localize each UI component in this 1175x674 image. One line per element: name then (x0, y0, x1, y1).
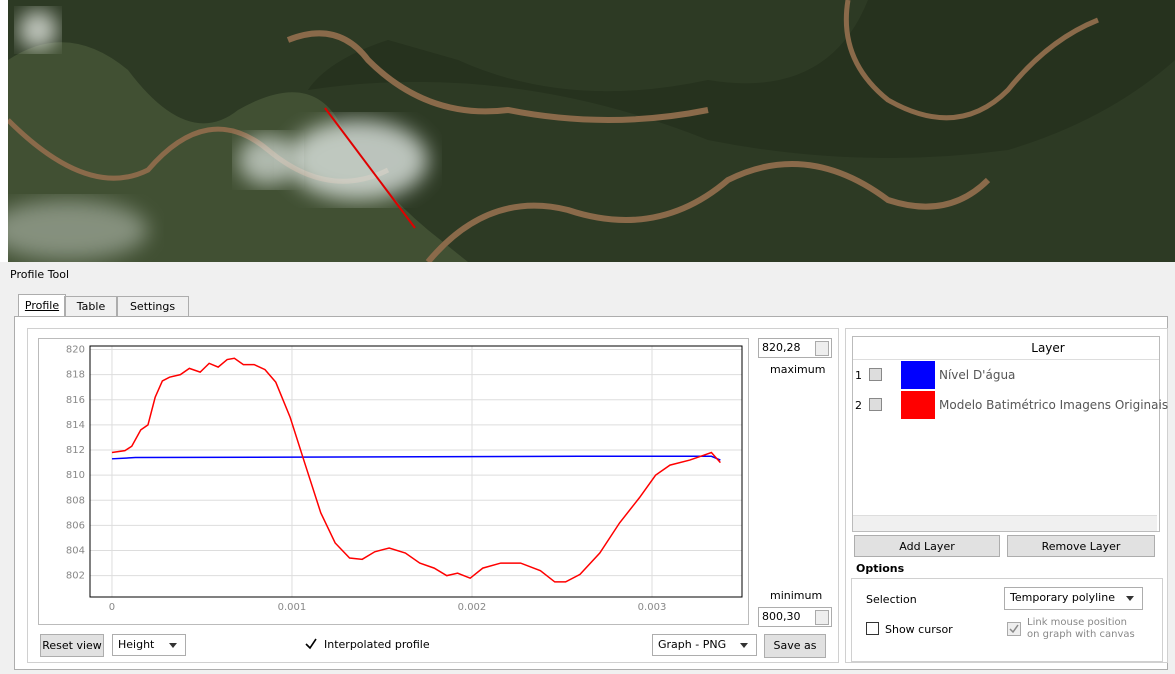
remove-layer-button[interactable]: Remove Layer (1007, 535, 1155, 557)
selection-combo[interactable]: Temporary polyline (1004, 587, 1143, 610)
save-button[interactable]: Save as (764, 634, 826, 658)
y-tick-label: 816 (66, 395, 85, 406)
scrollbar[interactable] (853, 515, 1157, 531)
map-canvas (8, 0, 1175, 262)
reset-button[interactable]: Reset view (40, 634, 104, 657)
max-spinbox[interactable]: 820,28 (758, 338, 832, 358)
row-number: 2 (855, 399, 862, 412)
interpolated-checkbox[interactable] (304, 637, 318, 651)
y-tick-label: 814 (66, 420, 85, 431)
y-tick-label: 818 (66, 370, 85, 381)
y-tick-label: 820 (66, 345, 85, 356)
layer-name: Nível D'água (939, 368, 1015, 382)
row-number: 1 (855, 369, 862, 382)
x-tick-label: 0.002 (458, 602, 487, 613)
export-combo[interactable]: Graph - PNG (652, 634, 757, 656)
layer-checkbox[interactable] (869, 398, 882, 411)
y-tick-label: 802 (66, 571, 85, 582)
min-spinbox[interactable]: 800,30 (758, 607, 832, 627)
y-tick-label: 812 (66, 445, 85, 456)
tab[interactable]: Settings (116, 296, 189, 318)
x-tick-label: 0.001 (278, 602, 307, 613)
layer-color (901, 391, 935, 419)
selection-label: Selection (866, 593, 917, 606)
x-tick-label: 0 (109, 602, 115, 613)
min-label: minimum (770, 589, 820, 602)
link-mouse-checkbox[interactable] (1007, 622, 1021, 636)
plot-mode-combo[interactable]: Height (112, 634, 186, 656)
min-value: 800,30 (762, 610, 801, 623)
qgis-window: Profile Tool Profile Table Settings 0 0.0… (0, 0, 1175, 674)
y-tick-label: 806 (66, 520, 85, 531)
y-tick-label: 810 (66, 470, 85, 481)
layer-color (901, 361, 935, 389)
y-tick-label: 808 (66, 495, 85, 506)
max-label: maximum (770, 363, 820, 376)
tab[interactable]: Profile (18, 294, 66, 317)
x-tick-label: 0.003 (638, 602, 667, 613)
chart: 0 0.001 0.002 0.003 802 804 806 808 810 812 814 816… (38, 338, 749, 625)
interpolated-label: Interpolated profile (324, 638, 430, 651)
tab[interactable]: Table (64, 296, 118, 318)
show-cursor-label: Show cursor (885, 623, 953, 636)
max-value: 820,28 (762, 341, 801, 354)
add-layer-button[interactable]: Add Layer (854, 535, 1000, 557)
options-title: Options (856, 562, 904, 575)
layer-name: Modelo Batimétrico Imagens Originais (939, 398, 1168, 412)
dock-title: Profile Tool (10, 268, 69, 281)
show-cursor-checkbox[interactable] (866, 622, 879, 635)
y-tick-label: 804 (66, 546, 85, 557)
layer-checkbox[interactable] (869, 368, 882, 381)
link-mouse-label: Link mouse position on graph with canvas (1027, 617, 1142, 641)
layer-header: Layer (937, 341, 1159, 355)
